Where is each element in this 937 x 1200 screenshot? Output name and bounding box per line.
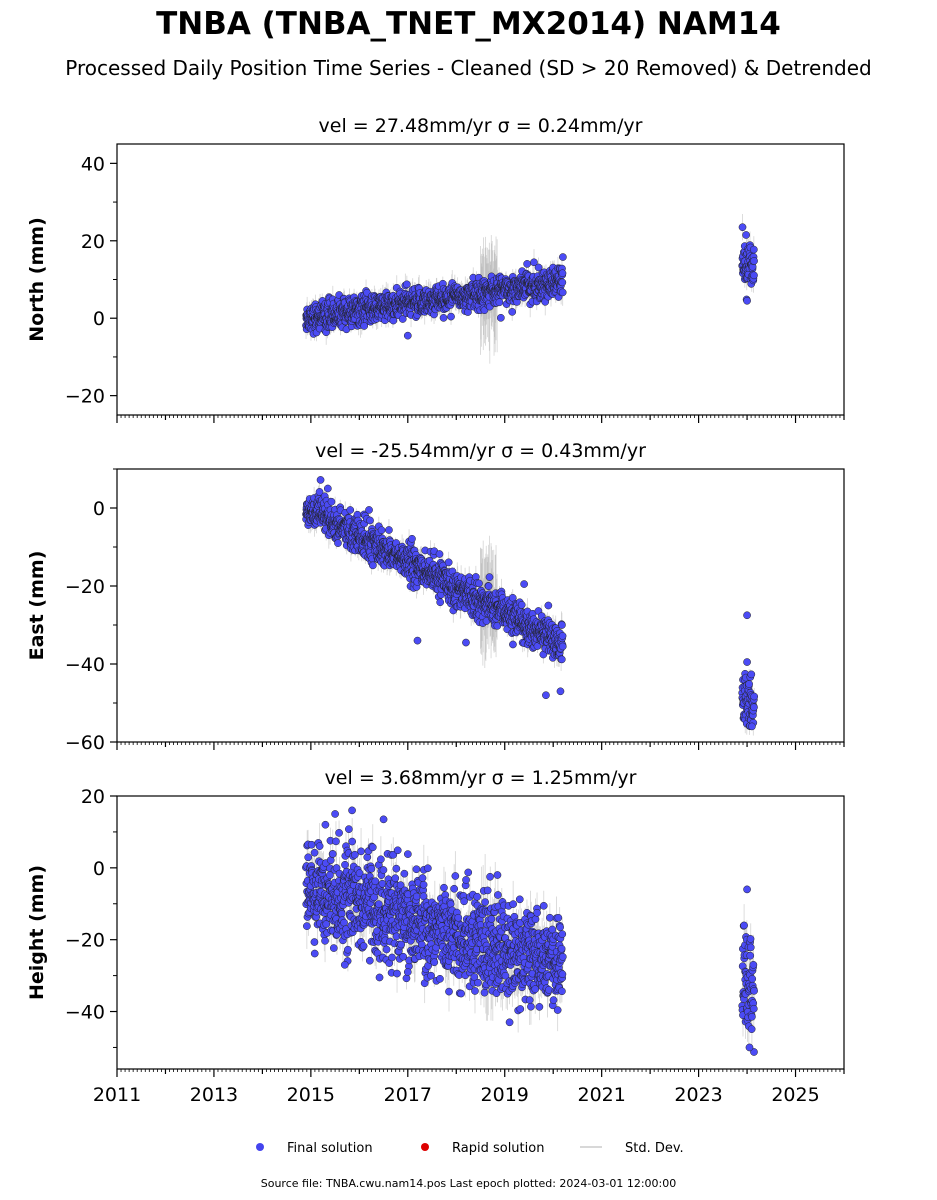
data-point xyxy=(444,558,453,567)
plot-area xyxy=(302,214,758,364)
panel-2: −60 −40 −20 0 vel = -25.54mm/yr σ = 0.43mm/y… xyxy=(26,440,845,754)
data-point xyxy=(544,601,553,610)
data-point xyxy=(557,655,566,664)
data-point xyxy=(462,638,470,647)
data-point xyxy=(327,497,336,506)
data-point xyxy=(558,269,567,278)
data-point xyxy=(435,550,444,558)
data-point xyxy=(398,315,407,323)
data-point xyxy=(315,488,324,496)
y-tick-label: 40 xyxy=(81,153,105,175)
data-point xyxy=(484,582,493,591)
panel-title: vel = 27.48mm/yr σ = 0.24mm/yr xyxy=(319,115,643,137)
data-point xyxy=(542,691,550,700)
data-point xyxy=(747,670,756,679)
data-point xyxy=(556,687,565,696)
panel-1: −20 0 20 40 vel = 27.48mm/yr σ = 0.24mm/yr No… xyxy=(26,115,845,423)
data-point xyxy=(413,636,422,645)
final-solution-points xyxy=(302,476,759,731)
data-point xyxy=(523,260,531,268)
data-point xyxy=(743,611,751,620)
data-point xyxy=(743,658,751,666)
data-point xyxy=(485,573,494,581)
data-point xyxy=(360,322,369,330)
chart-subtitle: Processed Daily Position Time Series - C… xyxy=(65,56,872,80)
plot-area xyxy=(302,476,759,736)
data-point xyxy=(750,271,758,280)
data-point xyxy=(447,312,455,321)
y-tick-label: −20 xyxy=(65,386,105,408)
data-point xyxy=(558,642,567,651)
data-point xyxy=(749,245,758,254)
y-tick-label: −20 xyxy=(65,576,105,598)
data-point xyxy=(750,257,758,265)
data-point xyxy=(402,280,411,289)
y-axis-label: North (mm) xyxy=(26,217,48,342)
data-point xyxy=(558,288,567,297)
data-point xyxy=(436,598,445,607)
data-point xyxy=(377,526,386,535)
plot-area xyxy=(302,806,758,1056)
data-point xyxy=(558,632,567,640)
data-point xyxy=(745,680,753,688)
data-point xyxy=(323,484,332,493)
data-point xyxy=(520,580,528,588)
data-point xyxy=(366,516,374,525)
data-point xyxy=(408,534,416,543)
data-point xyxy=(559,253,567,261)
chart-title: TNBA (TNBA_TNET_MX2014) NAM14 xyxy=(156,6,781,42)
data-point xyxy=(369,561,377,570)
y-tick-label: 0 xyxy=(93,498,105,520)
data-point xyxy=(509,640,517,649)
y-axis-label: East (mm) xyxy=(26,551,48,661)
data-point xyxy=(316,476,325,484)
y-tick-label: −40 xyxy=(65,654,105,676)
data-point xyxy=(750,692,759,701)
data-point xyxy=(346,506,355,514)
data-point xyxy=(495,298,504,307)
data-point xyxy=(475,579,483,588)
data-point xyxy=(738,223,747,232)
data-point xyxy=(530,258,538,267)
data-point xyxy=(497,313,505,322)
data-point xyxy=(334,539,342,547)
data-point xyxy=(403,331,412,340)
panel-title: vel = -25.54mm/yr σ = 0.43mm/yr xyxy=(315,440,646,462)
data-point xyxy=(508,308,517,316)
data-point xyxy=(365,506,373,514)
data-point xyxy=(439,314,448,322)
y-tick-label: 0 xyxy=(93,308,105,330)
data-point xyxy=(750,703,758,712)
data-point xyxy=(534,263,543,272)
data-point xyxy=(558,278,567,287)
final-solution-points xyxy=(302,223,758,340)
data-point xyxy=(743,296,751,305)
y-tick-label: −60 xyxy=(65,732,105,754)
y-tick-label: 20 xyxy=(81,231,105,253)
data-point xyxy=(748,722,756,731)
data-point xyxy=(493,621,502,630)
data-point xyxy=(558,621,566,629)
data-point xyxy=(517,601,526,609)
data-point xyxy=(742,231,750,239)
data-point xyxy=(385,526,393,534)
